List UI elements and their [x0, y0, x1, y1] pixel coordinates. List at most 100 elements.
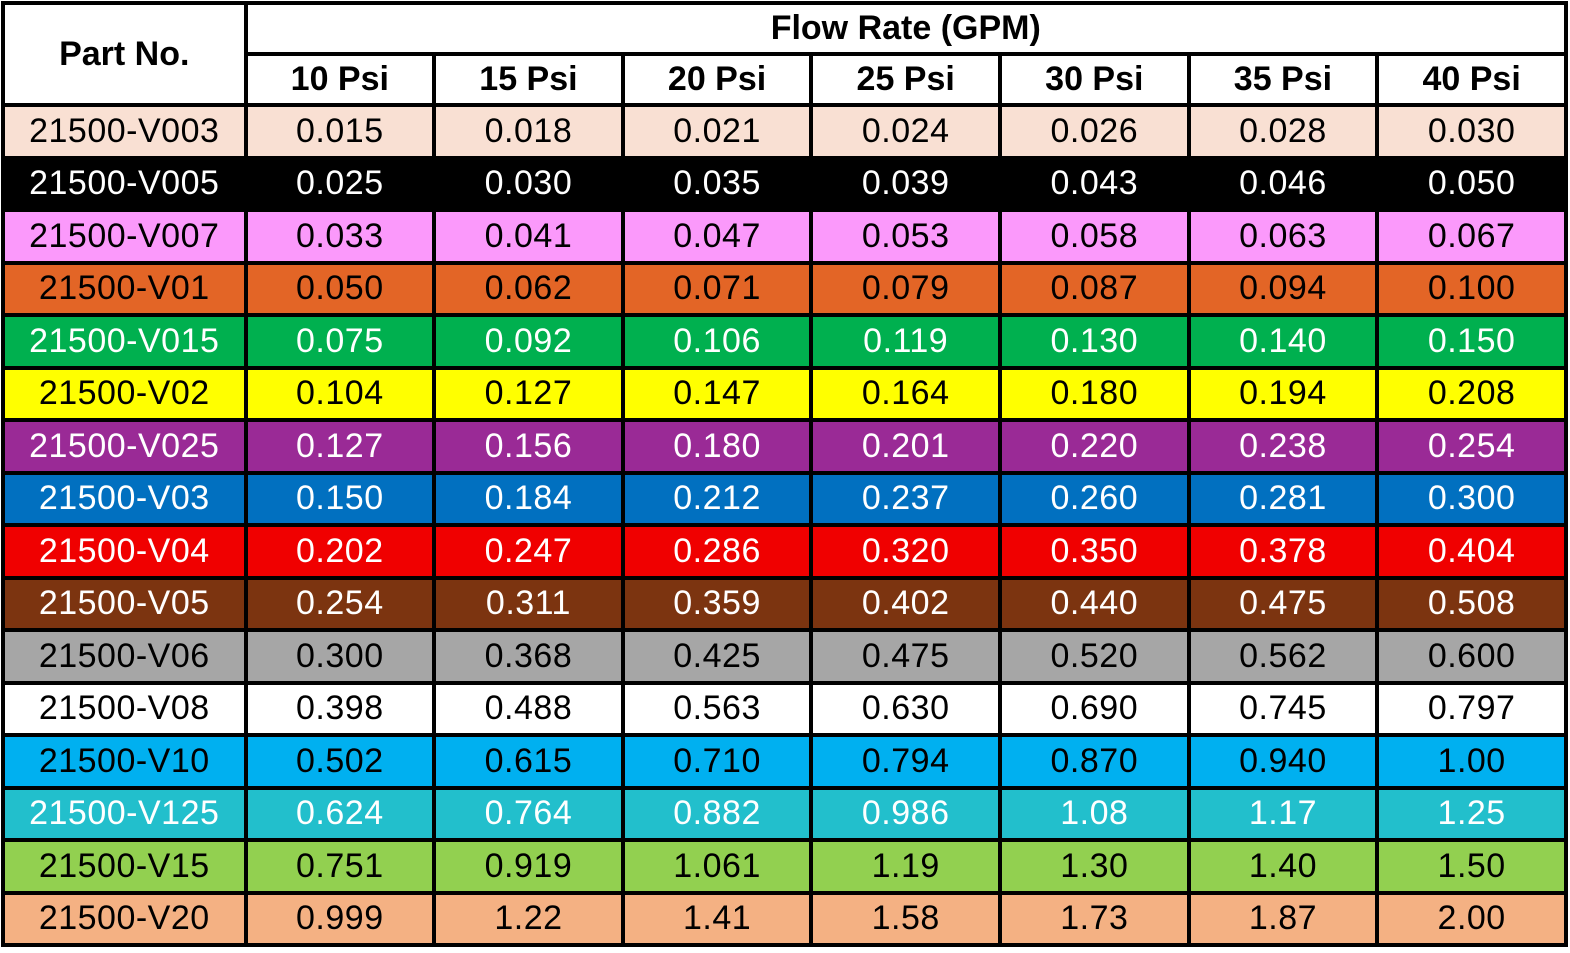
flow-value-cell: 0.300 — [1375, 470, 1568, 527]
table-body: 21500-V003 0.015 0.018 0.021 0.024 0.026 0.028… — [1, 103, 1568, 947]
flow-value-cell: 0.398 — [243, 680, 437, 737]
flow-value-cell: 0.870 — [998, 733, 1191, 790]
flow-value-cell: 0.018 — [432, 103, 625, 160]
flow-value-cell: 0.794 — [809, 733, 1002, 790]
flow-value-cell: 0.046 — [1186, 155, 1380, 212]
flow-value-cell: 0.563 — [620, 680, 814, 737]
flow-value-cell: 0.150 — [1375, 313, 1568, 370]
flow-value-cell: 0.075 — [243, 313, 437, 370]
flow-value-cell: 0.940 — [1186, 733, 1380, 790]
flow-value-cell: 0.986 — [809, 785, 1002, 842]
header-row-psi: 10 Psi 15 Psi 20 Psi 25 Psi 30 Psi 35 Ps… — [3, 52, 1568, 107]
flow-value-cell: 0.164 — [809, 365, 1002, 422]
part-number-cell: 21500-V015 — [1, 313, 248, 370]
part-number-cell: 21500-V02 — [1, 365, 248, 422]
header-row-group: Part No. Flow Rate (GPM) — [1, 1, 1568, 107]
flow-value-cell: 0.150 — [243, 470, 437, 527]
flow-value-cell: 0.350 — [998, 523, 1191, 580]
flow-value-cell: 0.311 — [432, 575, 625, 632]
flow-value-cell: 0.562 — [1186, 628, 1380, 685]
flow-value-cell: 0.238 — [1186, 418, 1380, 475]
part-number-cell: 21500-V003 — [1, 103, 248, 160]
part-number-cell: 21500-V125 — [1, 785, 248, 842]
table-row: 21500-V20 0.999 1.22 1.41 1.58 1.73 1.87 2.00 — [1, 890, 1568, 947]
flow-value-cell: 0.127 — [243, 418, 437, 475]
flow-value-cell: 0.378 — [1186, 523, 1380, 580]
part-number-cell: 21500-V05 — [1, 575, 248, 632]
psi-header-15: 15 Psi — [432, 52, 625, 107]
flow-value-cell: 0.475 — [809, 628, 1002, 685]
flow-value-cell: 0.630 — [809, 680, 1002, 737]
flow-value-cell: 0.600 — [1375, 628, 1568, 685]
flow-value-cell: 0.281 — [1186, 470, 1380, 527]
flow-value-cell: 0.797 — [1375, 680, 1568, 737]
flow-value-cell: 1.08 — [998, 785, 1191, 842]
flow-value-cell: 0.247 — [432, 523, 625, 580]
flow-value-cell: 0.067 — [1375, 208, 1568, 265]
psi-header-30: 30 Psi — [998, 52, 1191, 107]
part-no-header: Part No. — [1, 1, 248, 107]
flow-value-cell: 0.030 — [432, 155, 625, 212]
table-row: 21500-V03 0.150 0.184 0.212 0.237 0.260 0.281 0… — [1, 470, 1568, 527]
flow-value-cell: 1.19 — [809, 838, 1002, 895]
flow-value-cell: 0.092 — [432, 313, 625, 370]
flow-value-cell: 0.147 — [620, 365, 814, 422]
flow-value-cell: 0.710 — [620, 733, 814, 790]
flow-value-cell: 0.440 — [998, 575, 1191, 632]
flow-value-cell: 0.015 — [243, 103, 437, 160]
flow-value-cell: 0.025 — [243, 155, 437, 212]
flow-value-cell: 0.130 — [998, 313, 1191, 370]
flow-value-cell: 0.502 — [243, 733, 437, 790]
flow-value-cell: 0.087 — [998, 260, 1191, 317]
table-row: 21500-V007 0.033 0.041 0.047 0.053 0.058 0.063… — [1, 208, 1568, 265]
part-number-cell: 21500-V06 — [1, 628, 248, 685]
flow-value-cell: 0.425 — [620, 628, 814, 685]
part-number-cell: 21500-V03 — [1, 470, 248, 527]
flow-value-cell: 1.30 — [998, 838, 1191, 895]
flow-value-cell: 0.624 — [243, 785, 437, 842]
flow-value-cell: 0.063 — [1186, 208, 1380, 265]
flow-value-cell: 0.035 — [620, 155, 814, 212]
table-row: 21500-V125 0.624 0.764 0.882 0.986 1.08 1.17 1.… — [1, 785, 1568, 842]
flow-value-cell: 0.021 — [620, 103, 814, 160]
flow-value-cell: 0.300 — [243, 628, 437, 685]
flow-value-cell: 0.106 — [620, 313, 814, 370]
flow-value-cell: 0.220 — [998, 418, 1191, 475]
flow-value-cell: 0.062 — [432, 260, 625, 317]
table-row: 21500-V005 0.025 0.030 0.035 0.039 0.043 0.046… — [1, 155, 1568, 212]
flow-value-cell: 0.041 — [432, 208, 625, 265]
flow-value-cell: 0.030 — [1375, 103, 1568, 160]
flow-value-cell: 1.41 — [620, 890, 814, 947]
flow-value-cell: 1.17 — [1186, 785, 1380, 842]
flow-value-cell: 0.140 — [1186, 313, 1380, 370]
flow-value-cell: 0.508 — [1375, 575, 1568, 632]
table-row: 21500-V04 0.202 0.247 0.286 0.320 0.350 0.378 0… — [1, 523, 1568, 580]
table-row: 21500-V01 0.050 0.062 0.071 0.079 0.087 0.094 0… — [1, 260, 1568, 317]
flow-value-cell: 0.024 — [809, 103, 1002, 160]
flow-value-cell: 0.104 — [243, 365, 437, 422]
flow-value-cell: 0.882 — [620, 785, 814, 842]
table-row: 21500-V025 0.127 0.156 0.180 0.201 0.220 0.238… — [1, 418, 1568, 475]
flow-value-cell: 0.026 — [998, 103, 1191, 160]
flow-value-cell: 0.053 — [809, 208, 1002, 265]
table-row: 21500-V05 0.254 0.311 0.359 0.402 0.440 0.475 0… — [1, 575, 1568, 632]
flow-value-cell: 1.25 — [1375, 785, 1568, 842]
flow-value-cell: 0.475 — [1186, 575, 1380, 632]
psi-header-40: 40 Psi — [1375, 52, 1568, 107]
flow-value-cell: 0.039 — [809, 155, 1002, 212]
flow-value-cell: 0.184 — [432, 470, 625, 527]
table-row: 21500-V10 0.502 0.615 0.710 0.794 0.870 0.940 1… — [1, 733, 1568, 790]
flow-value-cell: 1.87 — [1186, 890, 1380, 947]
flow-value-cell: 0.033 — [243, 208, 437, 265]
flow-value-cell: 0.260 — [998, 470, 1191, 527]
flow-value-cell: 0.050 — [243, 260, 437, 317]
psi-header-10: 10 Psi — [243, 52, 437, 107]
part-number-cell: 21500-V10 — [1, 733, 248, 790]
flow-value-cell: 1.73 — [998, 890, 1191, 947]
part-number-cell: 21500-V08 — [1, 680, 248, 737]
flow-value-cell: 0.201 — [809, 418, 1002, 475]
flow-value-cell: 0.194 — [1186, 365, 1380, 422]
flow-value-cell: 0.071 — [620, 260, 814, 317]
psi-header-20: 20 Psi — [620, 52, 814, 107]
flow-value-cell: 0.368 — [432, 628, 625, 685]
